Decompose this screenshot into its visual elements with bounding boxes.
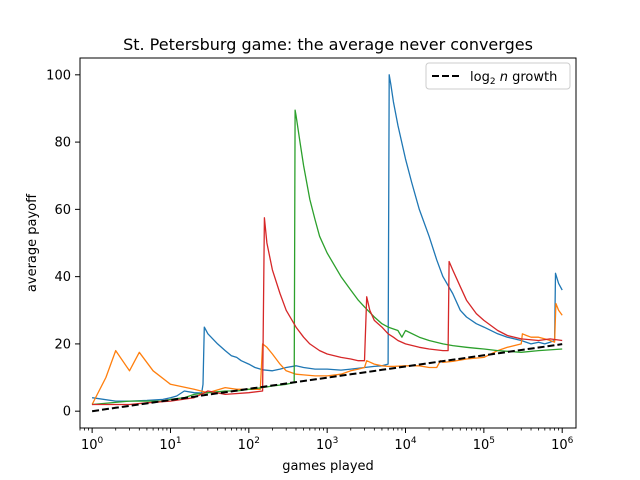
series-line-2 bbox=[92, 109, 563, 406]
y-axis: 0 20 40 60 80 100 bbox=[46, 68, 80, 420]
y-tick-label-3: 60 bbox=[54, 203, 71, 218]
x-tick-label-2: 102 bbox=[238, 436, 260, 453]
y-tick-label-5: 100 bbox=[46, 68, 71, 83]
y-tick-label-1: 20 bbox=[54, 337, 71, 352]
plot-area bbox=[79, 57, 577, 429]
reference-line bbox=[91, 343, 563, 413]
x-tick-label-5: 105 bbox=[473, 436, 495, 453]
y-tick-label-4: 80 bbox=[54, 136, 71, 151]
legend-box bbox=[425, 62, 571, 90]
series-line-3 bbox=[92, 217, 563, 406]
chart-title: St. Petersburg game: the average never c… bbox=[123, 35, 533, 54]
plot-frame bbox=[79, 57, 577, 429]
x-tick-label-4: 104 bbox=[394, 436, 417, 453]
legend: log2 n growth bbox=[425, 62, 571, 90]
x-tick-label-3: 103 bbox=[316, 436, 338, 453]
x-axis-label: games played bbox=[282, 459, 374, 474]
x-axis: 100 101 102 103 104 105 106 bbox=[79, 428, 574, 453]
series-line-0 bbox=[92, 74, 563, 402]
x-tick-label-1: 101 bbox=[159, 436, 181, 453]
legend-label: log2 n growth bbox=[470, 70, 557, 87]
y-tick-label-2: 40 bbox=[54, 270, 71, 285]
x-tick-label-0: 100 bbox=[81, 436, 104, 453]
series-line-1 bbox=[91, 302, 563, 405]
reference-layer bbox=[91, 343, 563, 413]
x-tick-label-6: 106 bbox=[551, 436, 574, 453]
series-layer bbox=[91, 74, 563, 406]
y-axis-label: average payoff bbox=[25, 193, 40, 292]
y-tick-label-0: 0 bbox=[63, 405, 71, 420]
